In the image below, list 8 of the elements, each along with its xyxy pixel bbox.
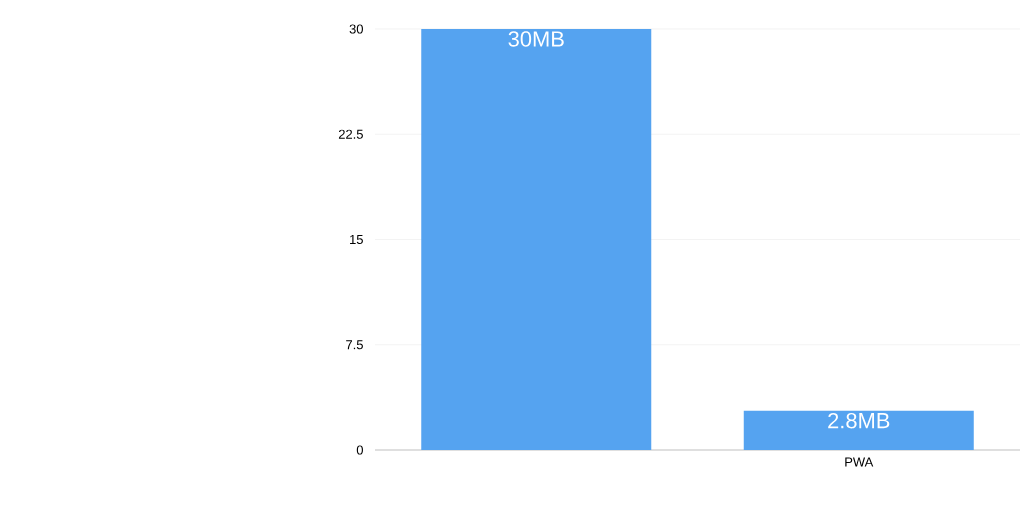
data-label: 2.8MB — [828, 412, 890, 429]
y-tick-label: 7.5 — [346, 340, 363, 350]
y-tick-label: 30 — [349, 24, 363, 34]
data-label: 30MB — [508, 31, 564, 47]
x-tick-label: PWA — [845, 457, 874, 467]
y-tick-label: 15 — [350, 234, 363, 245]
y-tick-label: 0 — [356, 445, 363, 455]
y-tick-label: 22.5 — [338, 129, 363, 139]
